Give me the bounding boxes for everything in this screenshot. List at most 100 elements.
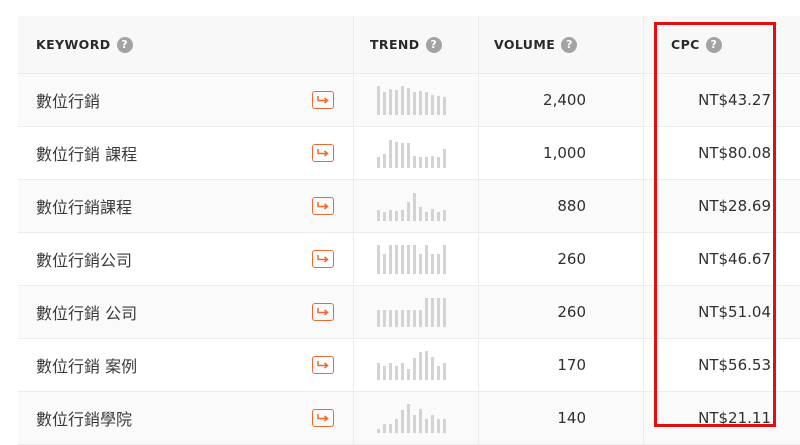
column-divider [353,16,354,73]
trend-bar [377,86,380,115]
trend-bar [419,409,422,433]
trend-bar [377,363,380,380]
keyword-text[interactable]: 數位行銷 案例 [36,357,138,376]
trend-bar [413,415,416,433]
trend-bar [407,245,410,274]
trend-bar [389,245,392,274]
trend-sparkline [377,297,449,327]
cpc-value: NT$56.53 [698,356,771,374]
open-keyword-icon[interactable] [312,197,334,215]
cpc-column-header[interactable]: CPC ? [671,16,722,73]
trend-bar [395,245,398,274]
cpc-value: NT$51.04 [698,303,771,321]
volume-value: 260 [557,303,586,321]
help-icon[interactable]: ? [561,36,578,53]
open-keyword-icon[interactable] [312,356,334,374]
trend-bar [401,143,404,168]
open-keyword-icon[interactable] [312,144,334,162]
column-divider [353,180,354,232]
trend-bar [425,157,428,168]
trend-bar [425,245,428,274]
trend-bar [431,95,434,115]
trend-bar [383,212,386,221]
keyword-text[interactable]: 數位行銷學院 [36,410,133,429]
trend-bar [383,424,386,433]
trend-bar [407,88,410,115]
open-keyword-icon[interactable] [312,91,334,109]
trend-bar [437,157,440,168]
volume-value: 2,400 [543,91,586,109]
trend-bar [383,366,386,380]
trend-header-label: TREND [370,37,420,52]
trend-bar [395,90,398,115]
column-divider [478,180,479,232]
trend-bar [443,419,446,433]
trend-bar [437,298,440,327]
help-icon[interactable]: ? [116,36,133,53]
trend-sparkline [377,85,449,115]
trend-bar [425,298,428,327]
keyword-text[interactable]: 數位行銷 公司 [36,304,138,323]
table-row: 數位行銷公司 260 NT$46.67 [18,233,800,286]
column-divider [478,392,479,444]
trend-bar [437,419,440,433]
open-keyword-icon[interactable] [312,250,334,268]
column-divider [478,233,479,285]
trend-bar [437,212,440,221]
keyword-table: KEYWORD ? TREND ? VOLUME ? CPC ? 數位行銷 2,4… [18,16,800,445]
trend-bar [395,419,398,433]
keyword-text[interactable]: 數位行銷 課程 [36,145,138,164]
table-header: KEYWORD ? TREND ? VOLUME ? CPC ? [18,16,800,74]
trend-bar [395,366,398,380]
cpc-value: NT$43.27 [698,91,771,109]
trend-bar [443,210,446,221]
trend-bar [389,363,392,380]
cpc-header-label: CPC [671,37,700,52]
trend-sparkline [377,244,449,274]
trend-bar [407,143,410,168]
trend-bar [419,310,422,327]
open-keyword-icon[interactable] [312,409,334,427]
column-divider [643,392,644,444]
table-row: 數位行銷 案例 170 NT$56.53 [18,339,800,392]
trend-column-header[interactable]: TREND ? [370,16,442,73]
trend-bar [407,404,410,433]
table-row: 數位行銷 2,400 NT$43.27 [18,74,800,127]
trend-bar [413,92,416,115]
column-divider [353,74,354,126]
column-divider [643,127,644,179]
help-icon[interactable]: ? [425,36,442,53]
trend-bar [401,310,404,327]
cpc-value: NT$46.67 [698,250,771,268]
volume-value: 260 [557,250,586,268]
open-keyword-icon[interactable] [312,303,334,321]
column-divider [478,339,479,391]
trend-bar [431,298,434,327]
volume-column-header[interactable]: VOLUME ? [494,16,578,73]
help-icon[interactable]: ? [705,36,722,53]
keyword-text[interactable]: 數位行銷公司 [36,251,133,270]
volume-value: 140 [557,409,586,427]
trend-bar [395,310,398,327]
keyword-column-header[interactable]: KEYWORD ? [36,16,133,73]
trend-bar [425,351,428,380]
trend-bar [431,357,434,380]
keyword-text[interactable]: 數位行銷 [36,92,101,111]
trend-bar [425,212,428,221]
trend-bar [419,157,422,168]
column-divider [353,339,354,391]
trend-bar [383,154,386,168]
trend-bar [413,245,416,274]
trend-bar [401,245,404,274]
trend-bar [431,415,434,433]
trend-bar [437,254,440,274]
keyword-text[interactable]: 數位行銷課程 [36,198,133,217]
trend-bar [383,310,386,327]
trend-bar [419,91,422,115]
trend-bar [389,89,392,115]
column-divider [353,233,354,285]
trend-bar [395,142,398,168]
trend-bar [407,369,410,380]
trend-bar [443,363,446,380]
column-divider [353,127,354,179]
